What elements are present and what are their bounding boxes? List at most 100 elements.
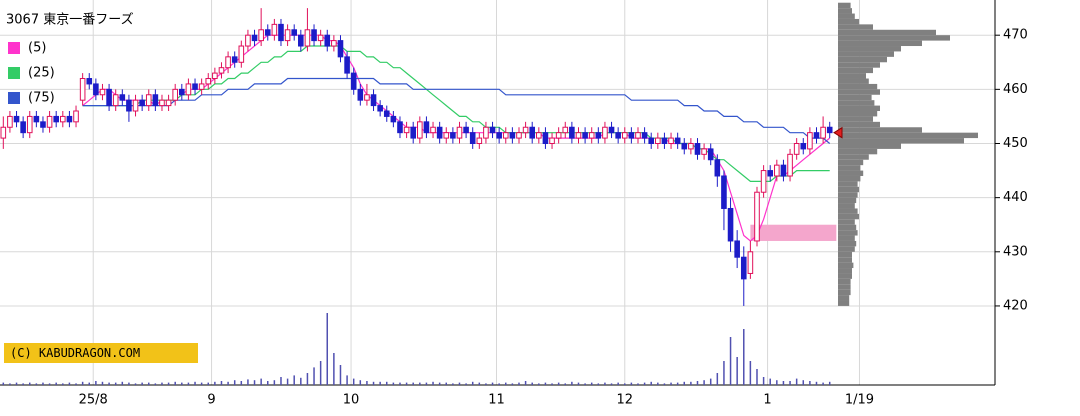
candle-body bbox=[33, 115, 40, 123]
candle-body bbox=[337, 40, 344, 58]
candle-body bbox=[145, 94, 152, 107]
profile-bar bbox=[838, 24, 873, 30]
candle-body bbox=[509, 132, 516, 139]
candle-body bbox=[648, 137, 655, 144]
candle-body bbox=[179, 88, 185, 96]
profile-bar bbox=[838, 56, 887, 63]
candle-body bbox=[251, 34, 258, 42]
candle-body bbox=[159, 99, 165, 107]
profile-bar bbox=[838, 295, 850, 301]
candle-body bbox=[403, 126, 410, 134]
candle-body bbox=[364, 94, 370, 101]
candle-body bbox=[694, 142, 701, 155]
candle-body bbox=[536, 132, 542, 139]
candle-body bbox=[350, 72, 357, 90]
candle-body bbox=[112, 94, 119, 107]
profile-bar bbox=[838, 8, 852, 14]
candle-body bbox=[238, 45, 245, 63]
candle-body bbox=[740, 256, 747, 280]
candle-body bbox=[476, 137, 483, 144]
ma-line bbox=[82, 34, 831, 242]
candle-body bbox=[40, 121, 46, 128]
profile-bar bbox=[838, 18, 859, 25]
profile-bar bbox=[838, 240, 857, 247]
candle-body bbox=[73, 110, 79, 123]
candle-body bbox=[469, 132, 476, 144]
candle-body bbox=[231, 56, 238, 63]
candle-body bbox=[410, 126, 417, 139]
candle-body bbox=[661, 137, 668, 144]
candle-body bbox=[602, 126, 608, 139]
candle-body bbox=[727, 207, 734, 242]
candle-body bbox=[588, 132, 595, 139]
legend-swatch bbox=[8, 42, 20, 54]
x-tick-label: 11 bbox=[488, 393, 505, 408]
profile-bar bbox=[838, 203, 855, 209]
candle-body bbox=[26, 115, 33, 134]
profile-bar bbox=[838, 300, 850, 306]
candle-body bbox=[218, 67, 225, 74]
profile-bar bbox=[838, 40, 922, 47]
candle-body bbox=[0, 126, 7, 139]
candle-body bbox=[701, 148, 707, 155]
candle-body bbox=[390, 115, 397, 123]
candle-body bbox=[707, 148, 714, 161]
profile-bar bbox=[838, 138, 964, 144]
candle-body bbox=[271, 23, 278, 36]
profile-bar bbox=[838, 143, 901, 149]
candle-body bbox=[106, 88, 112, 107]
profile-bar bbox=[838, 89, 880, 95]
candle-body bbox=[450, 132, 456, 139]
profile-bar bbox=[838, 235, 855, 241]
candle-body bbox=[258, 29, 264, 42]
y-tick-label: 470 bbox=[1003, 28, 1028, 43]
profile-bar bbox=[838, 273, 852, 279]
candle-body bbox=[60, 115, 66, 123]
profile-bar bbox=[838, 100, 875, 106]
candle-body bbox=[522, 126, 529, 134]
profile-bar bbox=[838, 192, 858, 198]
profile-bar bbox=[838, 175, 861, 182]
candle-body bbox=[245, 34, 251, 47]
y-tick-label: 440 bbox=[1003, 190, 1028, 205]
x-tick-label: 9 bbox=[207, 393, 215, 408]
candle-body bbox=[165, 99, 172, 107]
candle-body bbox=[674, 137, 681, 144]
candle-body bbox=[198, 83, 205, 90]
candle-body bbox=[119, 94, 126, 101]
profile-bar bbox=[838, 213, 859, 220]
y-tick-label: 430 bbox=[1003, 244, 1028, 259]
candle-body bbox=[53, 115, 59, 123]
profile-bar bbox=[838, 268, 852, 274]
profile-bar bbox=[838, 35, 950, 41]
profile-bar bbox=[838, 51, 894, 57]
candle-body bbox=[172, 88, 178, 101]
candle-body bbox=[635, 132, 641, 139]
candle-body bbox=[774, 164, 780, 177]
candle-body bbox=[655, 137, 661, 144]
profile-bar bbox=[838, 181, 858, 187]
candle-body bbox=[787, 153, 793, 177]
candle-body bbox=[760, 170, 767, 193]
zone bbox=[750, 224, 837, 241]
candle-body bbox=[489, 126, 496, 134]
profile-bar bbox=[838, 67, 873, 74]
candle-body bbox=[443, 132, 450, 139]
x-tick-label: 12 bbox=[616, 393, 633, 408]
candle-body bbox=[780, 164, 787, 177]
profile-bar bbox=[838, 251, 852, 258]
candle-body bbox=[423, 121, 430, 134]
candle-body bbox=[721, 175, 727, 209]
candle-body bbox=[357, 88, 364, 101]
y-tick-label: 460 bbox=[1003, 82, 1028, 97]
profile-bar bbox=[838, 73, 866, 79]
profile-bar bbox=[838, 170, 864, 176]
candle-body bbox=[807, 132, 813, 150]
profile-bar bbox=[838, 289, 851, 296]
profile-bar bbox=[838, 121, 880, 128]
last-price-marker bbox=[833, 126, 843, 139]
candle-body bbox=[555, 132, 562, 139]
profile-bar bbox=[838, 262, 854, 269]
legend-swatch bbox=[8, 67, 20, 79]
candle-body bbox=[417, 121, 423, 139]
